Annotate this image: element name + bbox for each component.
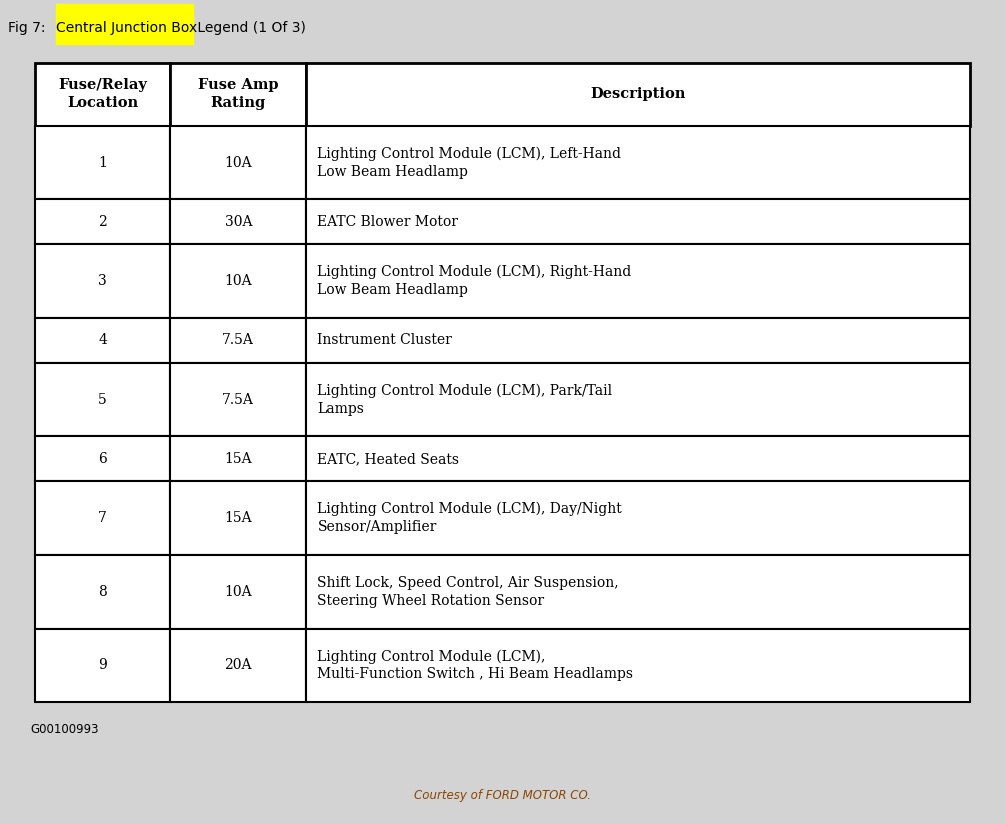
Bar: [35, 629, 171, 702]
Text: 15A: 15A: [224, 452, 252, 466]
Bar: [171, 629, 307, 702]
Text: 10A: 10A: [224, 156, 252, 170]
Bar: [35, 481, 171, 555]
Bar: [35, 437, 171, 481]
Bar: [307, 63, 970, 126]
Text: Shift Lock, Speed Control, Air Suspension,
Steering Wheel Rotation Sensor: Shift Lock, Speed Control, Air Suspensio…: [318, 576, 619, 608]
Bar: [171, 555, 307, 629]
Text: Fig 7:: Fig 7:: [8, 21, 50, 35]
Text: 9: 9: [98, 658, 108, 672]
Text: Lighting Control Module (LCM), Left-Hand
Low Beam Headlamp: Lighting Control Module (LCM), Left-Hand…: [318, 147, 621, 179]
Bar: [307, 437, 970, 481]
Text: Legend (1 Of 3): Legend (1 Of 3): [193, 21, 306, 35]
Bar: [171, 245, 307, 318]
Text: 3: 3: [98, 274, 108, 288]
Bar: [35, 363, 171, 437]
Bar: [35, 199, 171, 245]
Text: Fuse/Relay
Location: Fuse/Relay Location: [58, 78, 147, 110]
Text: Description: Description: [590, 87, 685, 101]
Text: 15A: 15A: [224, 511, 252, 525]
Bar: [307, 555, 970, 629]
Bar: [307, 126, 970, 199]
Text: Lighting Control Module (LCM), Day/Night
Sensor/Amplifier: Lighting Control Module (LCM), Day/Night…: [318, 502, 622, 534]
Text: 10A: 10A: [224, 585, 252, 599]
Text: 1: 1: [98, 156, 108, 170]
Text: Central Junction Box: Central Junction Box: [56, 21, 197, 35]
Text: Lighting Control Module (LCM), Park/Tail
Lamps: Lighting Control Module (LCM), Park/Tail…: [318, 384, 613, 416]
Text: 8: 8: [98, 585, 108, 599]
Text: EATC Blower Motor: EATC Blower Motor: [318, 215, 458, 229]
Bar: [171, 199, 307, 245]
Text: 10A: 10A: [224, 274, 252, 288]
Bar: [171, 318, 307, 363]
Text: 6: 6: [98, 452, 108, 466]
Bar: [35, 318, 171, 363]
Bar: [307, 363, 970, 437]
Text: 30A: 30A: [224, 215, 252, 229]
Bar: [307, 629, 970, 702]
Text: 2: 2: [98, 215, 108, 229]
Text: 4: 4: [98, 334, 108, 348]
Text: 7.5A: 7.5A: [222, 393, 254, 407]
Text: Lighting Control Module (LCM), Right-Hand
Low Beam Headlamp: Lighting Control Module (LCM), Right-Han…: [318, 265, 632, 297]
Text: 7: 7: [98, 511, 108, 525]
Bar: [171, 126, 307, 199]
Text: Instrument Cluster: Instrument Cluster: [318, 334, 452, 348]
Bar: [56, 4, 193, 44]
Bar: [307, 318, 970, 363]
Text: G00100993: G00100993: [30, 723, 98, 736]
Text: 5: 5: [98, 393, 108, 407]
Bar: [307, 245, 970, 318]
Bar: [35, 126, 171, 199]
Bar: [307, 481, 970, 555]
Bar: [35, 245, 171, 318]
Bar: [171, 363, 307, 437]
Bar: [171, 63, 307, 126]
Text: EATC, Heated Seats: EATC, Heated Seats: [318, 452, 459, 466]
Text: 20A: 20A: [224, 658, 252, 672]
Bar: [171, 481, 307, 555]
Bar: [35, 63, 171, 126]
Text: 7.5A: 7.5A: [222, 334, 254, 348]
Text: Fuse Amp
Rating: Fuse Amp Rating: [198, 78, 278, 110]
Text: Lighting Control Module (LCM),
Multi-Function Switch , Hi Beam Headlamps: Lighting Control Module (LCM), Multi-Fun…: [318, 649, 633, 681]
Bar: [171, 437, 307, 481]
Text: Courtesy of FORD MOTOR CO.: Courtesy of FORD MOTOR CO.: [414, 789, 591, 802]
Bar: [35, 555, 171, 629]
Bar: [307, 199, 970, 245]
